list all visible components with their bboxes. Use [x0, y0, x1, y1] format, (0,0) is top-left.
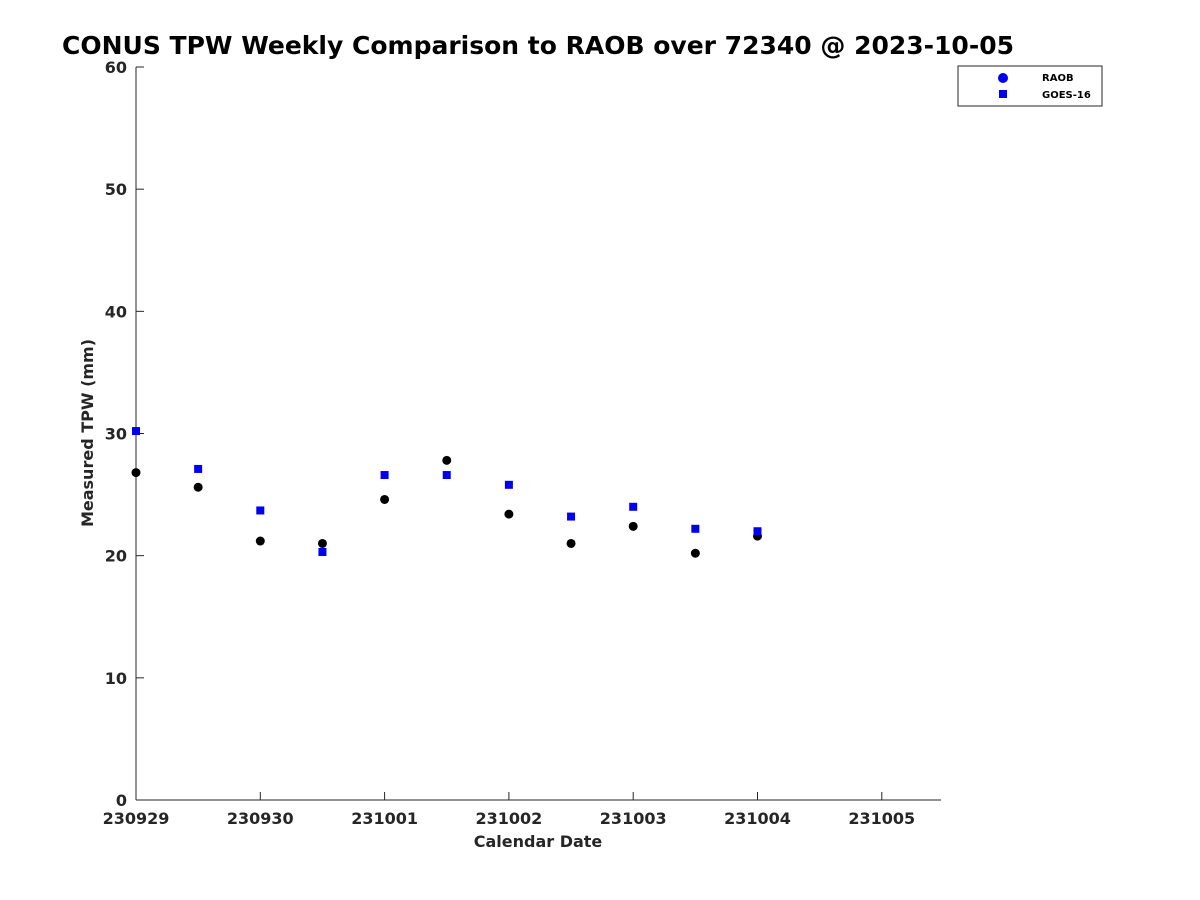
x-tick-label: 230930: [227, 809, 294, 828]
legend-marker-goes16: [999, 90, 1007, 98]
chart-title: CONUS TPW Weekly Comparison to RAOB over…: [62, 31, 1014, 60]
x-tick-label: 231002: [476, 809, 543, 828]
x-tick-label: 230929: [103, 809, 170, 828]
raob-point: [690, 548, 700, 558]
y-tick-label: 40: [105, 302, 127, 321]
legend-label-raob: RAOB: [1042, 73, 1074, 84]
y-tick-label: 30: [105, 425, 127, 444]
x-ticks: 230929 230930 231001 231002 231003 231004 2310…: [103, 792, 915, 828]
raob-point: [131, 468, 141, 478]
raob-point: [566, 538, 576, 548]
raob-point: [380, 494, 390, 504]
raob-point: [317, 538, 327, 548]
x-tick-label: 231001: [351, 809, 418, 828]
raob-point: [193, 482, 203, 492]
y-tick-label: 20: [105, 547, 127, 566]
series-goes16: [132, 427, 762, 557]
raob-point: [255, 536, 265, 546]
x-tick-label: 231003: [600, 809, 667, 828]
y-tick-label: 10: [105, 669, 127, 688]
raob-point: [442, 455, 452, 465]
goes16-point: [691, 524, 700, 533]
series-raob: [131, 455, 762, 558]
x-tick-label: 231005: [848, 809, 915, 828]
plot-area: [135, 67, 941, 801]
legend-label-goes16: GOES-16: [1042, 90, 1091, 101]
goes16-point: [504, 480, 513, 489]
goes16-point: [132, 427, 140, 436]
goes16-point: [442, 471, 451, 480]
legend: RAOB GOES-16: [957, 65, 1103, 107]
goes16-point: [567, 512, 576, 521]
goes16-point: [318, 548, 327, 557]
goes16-point: [380, 471, 389, 480]
y-ticks: 0 10 20 30 40 50 60: [105, 58, 144, 810]
legend-marker-raob: [998, 73, 1008, 83]
y-tick-label: 50: [105, 180, 127, 199]
raob-point: [504, 509, 514, 519]
x-tick-label: 231004: [724, 809, 791, 828]
goes16-point: [256, 506, 265, 515]
legend-box: [957, 65, 1103, 107]
y-axis-label: Measured TPW (mm): [78, 339, 97, 527]
goes16-point: [194, 464, 203, 473]
y-tick-label: 0: [116, 791, 127, 810]
goes16-point: [753, 527, 762, 536]
goes16-point: [629, 502, 638, 511]
raob-point: [628, 521, 638, 531]
y-tick-label: 60: [105, 58, 127, 77]
x-axis-label: Calendar Date: [474, 832, 603, 851]
